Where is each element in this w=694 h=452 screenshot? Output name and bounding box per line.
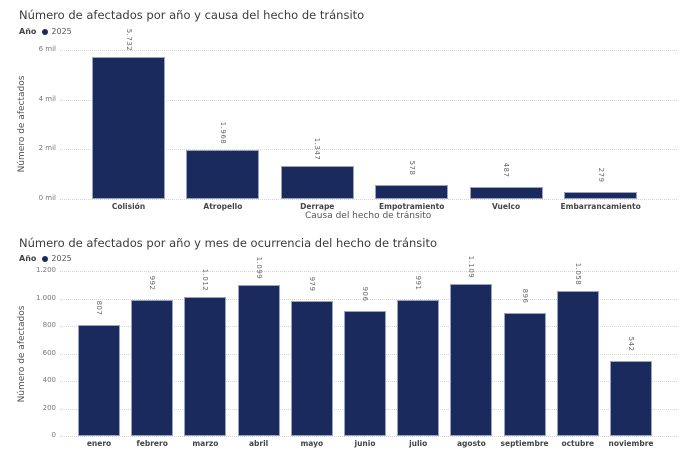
chart-title: Número de afectados por año y causa del … (19, 8, 365, 22)
x-tick-label: Embarrancamiento (560, 202, 641, 211)
x-tick-label: Atropello (203, 202, 243, 211)
plot-area: 0 mil 2 mil 4 mil 6 mil 5.732 Colisión 1.968 At… (0, 0, 694, 225)
data-label: 979 (307, 276, 316, 292)
chart-legend[interactable]: Año 2025 (19, 254, 72, 263)
legend-dot-icon (42, 255, 49, 262)
bar[interactable] (469, 186, 543, 199)
y-tick-label: 200 (42, 403, 56, 412)
gridline (60, 298, 677, 300)
gridline (60, 99, 677, 101)
legend-label: Año (19, 27, 37, 36)
legend-series: 2025 (51, 27, 72, 36)
y-tick-label: 400 (42, 376, 56, 384)
y-tick-label: 600 (42, 348, 56, 357)
x-tick-label: Colisión (111, 202, 146, 211)
data-label: 991 (414, 275, 423, 291)
data-label: 1.012 (201, 268, 210, 292)
bar[interactable] (186, 150, 260, 199)
gridline (60, 50, 677, 51)
data-label: 1.099 (254, 256, 263, 280)
data-label: 906 (361, 286, 369, 302)
bar[interactable] (344, 311, 386, 436)
gridline (60, 149, 677, 151)
bar[interactable] (503, 312, 546, 436)
gridline (60, 271, 677, 272)
gridline (60, 436, 677, 437)
chart-cause-panel: Número de afectados por año y causa del … (0, 0, 694, 225)
chart-title: Número de afectados por año y mes de ocu… (19, 236, 438, 250)
data-label: 1.058 (573, 262, 582, 285)
x-axis-title: Causa del hecho de tránsito (305, 211, 432, 221)
x-tick-label: junio (354, 439, 376, 448)
bar[interactable] (564, 192, 637, 199)
data-label: 1.109 (467, 255, 476, 278)
bar[interactable] (397, 299, 440, 436)
bar[interactable] (610, 361, 652, 436)
x-tick-label: febrero (136, 439, 168, 448)
legend-label: Año (19, 254, 37, 263)
x-tick-label: noviembre (608, 439, 654, 448)
bar[interactable] (92, 56, 165, 199)
y-tick-label: 0 (51, 431, 56, 439)
y-tick-label: 4 mil (38, 94, 56, 103)
data-label: 807 (95, 300, 103, 316)
bar[interactable] (450, 283, 493, 436)
data-label: 542 (627, 337, 635, 352)
chart-legend[interactable]: Año 2025 (19, 27, 72, 36)
data-label: 896 (520, 288, 529, 304)
bar[interactable] (184, 296, 227, 436)
y-tick-label: 6 mil (38, 45, 56, 53)
data-label: 992 (148, 275, 157, 291)
bar[interactable] (78, 325, 120, 436)
x-tick-label: septiembre (500, 439, 549, 448)
x-tick-label: Vuelco (492, 202, 521, 211)
y-tick-label: 1.000 (35, 293, 56, 302)
x-tick-label: enero (86, 439, 112, 448)
y-tick-label: 2 mil (38, 144, 56, 153)
legend-series: 2025 (51, 254, 72, 263)
bar[interactable] (375, 184, 449, 199)
x-tick-label: agosto (456, 439, 486, 448)
bar[interactable] (131, 299, 174, 436)
bar[interactable] (290, 301, 333, 436)
x-tick-label: Empotramiento (379, 202, 445, 211)
x-tick-label: Derrape (300, 202, 335, 211)
legend-dot-icon (42, 28, 49, 35)
bar[interactable] (280, 165, 354, 199)
gridline (60, 199, 677, 200)
y-tick-label: 800 (42, 321, 56, 329)
bar[interactable] (556, 290, 599, 436)
bar[interactable] (237, 284, 280, 436)
x-tick-label: octubre (561, 439, 595, 448)
y-tick-label: 0 mil (38, 194, 56, 202)
y-tick-label: 1.200 (35, 266, 56, 274)
x-tick-label: mayo (300, 439, 324, 448)
x-tick-label: marzo (192, 439, 219, 448)
x-tick-label: julio (409, 439, 428, 448)
x-tick-label: abril (248, 439, 269, 448)
